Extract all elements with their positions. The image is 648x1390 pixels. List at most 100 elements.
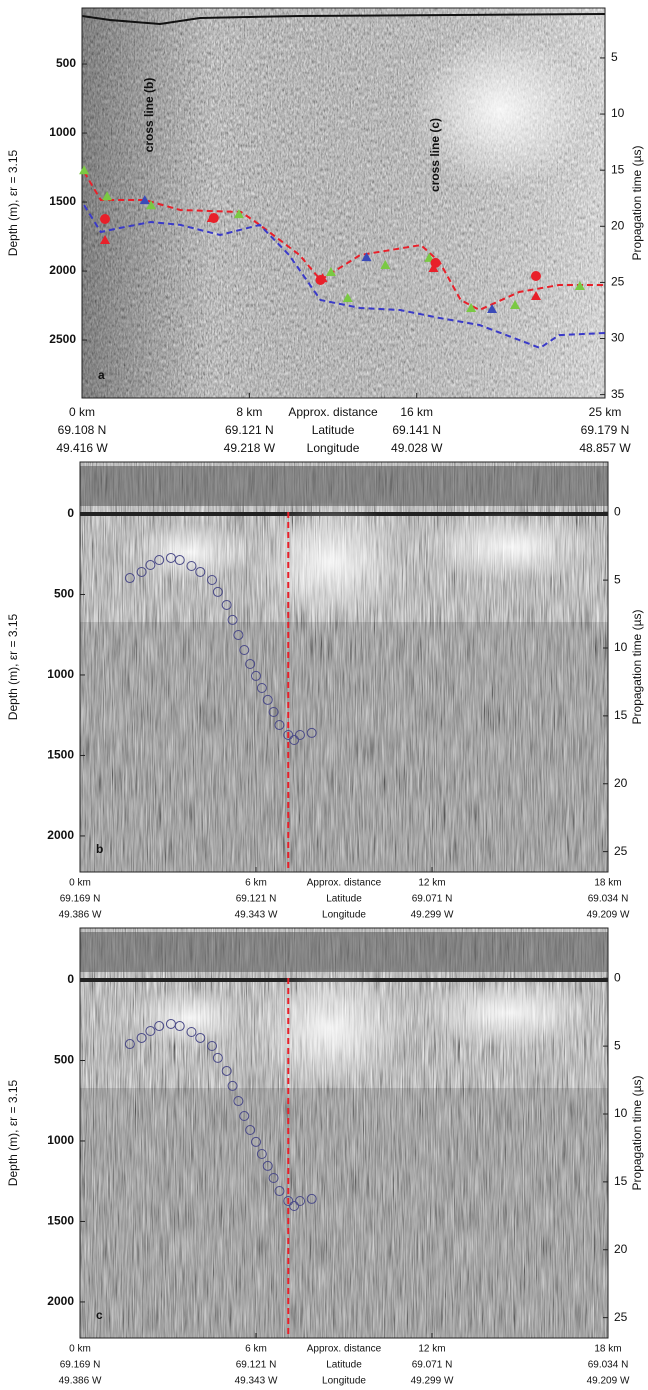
circle-marker: [289, 1201, 300, 1212]
circle-marker: [207, 1040, 217, 1051]
y-axis-label: Depth (m), εr = 3.15: [6, 1079, 20, 1186]
latitude-title: Latitude: [312, 423, 355, 437]
x-tick-label: 12 km: [418, 878, 445, 889]
circle-marker: [154, 555, 165, 566]
x-tick-label: 16 km: [400, 405, 433, 419]
circle-marker: [262, 694, 273, 705]
longitude-label: 49.209 W: [587, 1376, 630, 1387]
bright-zone: [250, 502, 410, 622]
y-tick-label: 1000: [49, 125, 76, 139]
latitude-label: 69.121 N: [236, 894, 277, 905]
circle-marker: [245, 659, 256, 670]
frame: [79, 461, 609, 873]
y2-tick-label: 15: [611, 162, 625, 176]
circle-marker: [530, 271, 541, 282]
latitude-label: 69.141 N: [392, 423, 441, 437]
frame: [81, 7, 606, 399]
x-axis-label: Approx. distance: [307, 878, 382, 889]
x-axis-label: Approx. distance: [288, 405, 378, 419]
y2-tick-label: 10: [611, 106, 625, 120]
triangle-marker: [510, 299, 521, 309]
x-tick-label: 8 km: [236, 405, 262, 419]
triangle-marker: [342, 292, 353, 302]
circle-marker: [233, 1096, 244, 1107]
circle-marker: [239, 1111, 250, 1122]
y2-tick-label: 0: [614, 970, 621, 984]
y2-axis-label: Propagation time (µs): [630, 610, 644, 725]
circle-marker: [274, 1186, 285, 1197]
triangle-marker: [466, 303, 477, 313]
circle-marker: [100, 214, 111, 225]
panel-label: b: [96, 842, 103, 856]
y-tick-label: 2000: [49, 263, 76, 277]
latitude-title: Latitude: [326, 894, 362, 905]
panel-label: c: [96, 1308, 103, 1322]
circle-marker: [283, 730, 294, 741]
panel-label: a: [98, 368, 105, 382]
circle-marker: [124, 1039, 135, 1050]
circle-marker: [154, 1021, 165, 1032]
circle-marker: [256, 683, 267, 694]
y2-tick-label: 15: [614, 708, 628, 722]
latitude-label: 69.121 N: [236, 1360, 277, 1371]
horizon-line: [83, 204, 606, 350]
latitude-label: 69.121 N: [225, 423, 274, 437]
cross-line-annotation: cross line (c): [428, 118, 442, 192]
x-tick-label: 6 km: [245, 1344, 267, 1355]
circle-marker: [283, 1196, 294, 1207]
circle-marker: [212, 1052, 223, 1063]
y-tick-label: 1000: [47, 1133, 74, 1147]
y-axis-label: Depth (m), εr = 3.15: [6, 149, 20, 256]
y-tick-label: 0: [67, 972, 74, 986]
longitude-label: 49.028 W: [391, 441, 443, 455]
longitude-label: 49.386 W: [59, 1376, 102, 1387]
circle-marker: [289, 735, 300, 746]
cross-line-annotation: cross line (b): [142, 78, 156, 153]
circle-marker: [274, 720, 285, 731]
latitude-label: 69.071 N: [412, 894, 453, 905]
triangle-marker: [380, 259, 391, 269]
circle-marker: [207, 574, 217, 585]
latitude-label: 69.169 N: [60, 1360, 101, 1371]
x-tick-label: 25 km: [589, 405, 622, 419]
longitude-label: 48.857 W: [579, 441, 631, 455]
circle-marker: [208, 213, 219, 224]
y2-tick-label: 25: [611, 275, 625, 289]
circle-marker: [145, 1026, 156, 1037]
circle-marker: [262, 1160, 273, 1171]
triangle-marker: [139, 195, 150, 205]
y2-axis-label: Propagation time (µs): [630, 1076, 644, 1191]
longitude-label: 49.218 W: [224, 441, 276, 455]
triangle-marker: [361, 252, 372, 262]
circle-marker: [136, 566, 147, 577]
y2-tick-label: 0: [614, 504, 621, 518]
circle-marker: [136, 1032, 147, 1043]
dark-lower: [80, 622, 608, 872]
circle-marker: [227, 614, 238, 625]
longitude-title: Longitude: [322, 910, 366, 921]
latitude-label: 69.108 N: [58, 423, 107, 437]
latitude-label: 69.034 N: [588, 1360, 629, 1371]
bright-zone: [130, 522, 250, 582]
circle-marker: [239, 645, 250, 656]
circle-marker: [268, 706, 279, 717]
x-tick-label: 0 km: [69, 1344, 91, 1355]
frame: [79, 927, 609, 1339]
x-tick-label: 18 km: [594, 878, 621, 889]
y-tick-label: 2000: [47, 828, 74, 842]
horizon-line: [83, 171, 605, 312]
y2-tick-label: 20: [614, 776, 628, 790]
y-tick-label: 1000: [47, 667, 74, 681]
y2-tick-label: 20: [611, 218, 625, 232]
y2-tick-label: 20: [614, 1242, 628, 1256]
bright-zone: [250, 968, 410, 1088]
x-tick-label: 18 km: [594, 1344, 621, 1355]
circle-marker: [268, 1172, 279, 1183]
triangle-marker: [530, 291, 541, 301]
bright-zone: [420, 512, 600, 582]
longitude-label: 49.299 W: [411, 910, 454, 921]
triangle-marker: [428, 263, 439, 272]
circle-marker: [233, 630, 244, 641]
top-band: [80, 932, 608, 972]
bright-zone: [410, 30, 590, 190]
